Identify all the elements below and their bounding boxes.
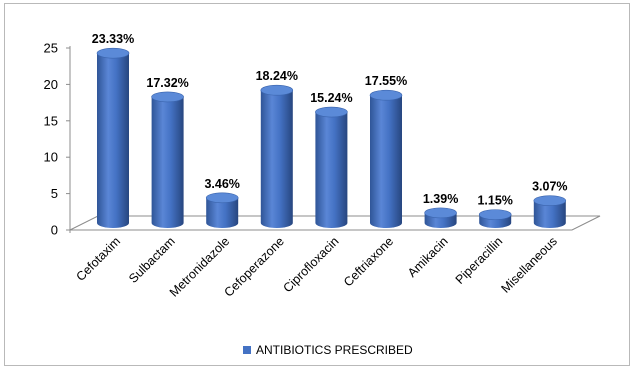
category-label: Piperacillin	[453, 234, 506, 287]
y-tick-label: 25	[44, 41, 58, 56]
bar-body	[97, 53, 129, 229]
y-tick-label: 10	[44, 150, 58, 165]
bar-top	[96, 47, 130, 59]
bar-body	[260, 90, 293, 229]
data-label: 17.32%	[146, 76, 188, 90]
bar-top	[260, 84, 294, 96]
data-label: 1.39%	[423, 192, 458, 206]
y-tick-label: 0	[51, 223, 58, 238]
bar-top	[424, 207, 457, 219]
y-tick-label: 5	[51, 186, 58, 201]
category-label: Misellaneous	[498, 234, 559, 295]
category-label: Amikacin	[405, 234, 451, 280]
bar-top	[369, 89, 403, 101]
bar-body	[370, 95, 402, 229]
data-label: 18.24%	[256, 69, 298, 83]
bar-body	[151, 96, 184, 229]
data-label: 3.46%	[204, 177, 239, 191]
bar-body	[315, 112, 348, 229]
category-label: Cefotaxim	[73, 234, 123, 284]
data-label: 23.33%	[92, 32, 134, 46]
bar-top	[478, 209, 512, 220]
bar	[424, 207, 457, 229]
bar-body	[206, 197, 239, 229]
data-label: 1.15%	[477, 194, 512, 208]
bar	[96, 47, 130, 229]
category-label: Sulbactam	[126, 234, 178, 286]
y-tick-label: 15	[44, 113, 58, 128]
bar	[315, 106, 348, 229]
data-label: 3.07%	[532, 180, 567, 194]
bar	[205, 192, 239, 229]
chart-bars	[96, 47, 567, 229]
legend-swatch	[243, 346, 251, 354]
data-label: 17.55%	[365, 74, 407, 88]
bar	[533, 195, 567, 229]
bar-body	[533, 200, 566, 229]
bar-top	[151, 91, 184, 103]
data-label: 15.24%	[310, 91, 352, 105]
category-label: Ceftriaxone	[341, 234, 396, 289]
bar	[478, 209, 512, 229]
bar-top	[315, 106, 348, 118]
bar	[151, 91, 184, 229]
bar-top	[533, 195, 567, 206]
legend-label: ANTIBIOTICS PRESCRIBED	[256, 343, 413, 357]
category-label: Ciprofloxacin	[281, 234, 342, 295]
y-tick-label: 20	[44, 77, 58, 92]
bar-top	[205, 192, 239, 204]
bar	[369, 89, 403, 229]
legend: ANTIBIOTICS PRESCRIBED	[243, 343, 413, 357]
bar	[260, 84, 294, 229]
